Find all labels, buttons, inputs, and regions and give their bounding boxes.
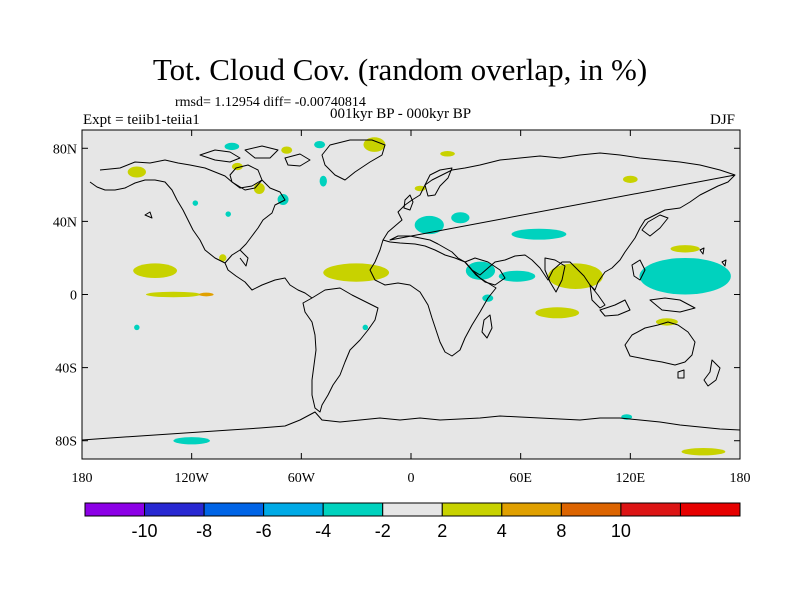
colorbar-swatch	[441, 502, 503, 517]
coast-madagascar	[481, 314, 493, 339]
coast-india	[544, 257, 566, 293]
coast-scandinavia	[424, 167, 453, 197]
coast-se-asia-islands	[589, 214, 696, 317]
x-tick-label: 60W	[288, 471, 316, 486]
period-label: 001kyr BP - 000kyr BP	[330, 106, 472, 122]
colorbar-swatch	[203, 502, 265, 517]
x-tick-label: 120E	[616, 471, 646, 486]
x-tick-label: 180	[72, 471, 93, 486]
anomaly-patch	[535, 307, 580, 319]
coast-eurasia	[382, 152, 736, 291]
anomaly-patch	[323, 263, 390, 282]
anomaly-patch	[511, 228, 567, 240]
anomaly-patch	[314, 140, 326, 149]
y-tick-label: 80S	[55, 435, 77, 450]
y-tick-label: 0	[70, 289, 77, 304]
x-tick-label: 180	[730, 471, 751, 486]
colorbar-label: -2	[375, 521, 391, 541]
colorbar-swatch	[84, 502, 146, 517]
anomaly-patch	[281, 146, 293, 154]
y-tick-label: 80N	[53, 142, 77, 157]
anomaly-patch	[498, 270, 536, 282]
colorbar: -10 -8 -6 -4 -2 2 4 8 10	[84, 502, 741, 541]
colorbar-swatch	[322, 502, 384, 517]
coast-africa	[369, 239, 497, 357]
anomaly-patch	[465, 261, 496, 280]
colorbar-label: -8	[196, 521, 212, 541]
anomaly-patch	[198, 292, 214, 297]
colorbar-swatch	[263, 502, 324, 517]
colorbar-swatch	[501, 502, 562, 517]
anomaly-patch	[319, 175, 327, 187]
anomaly-patch	[440, 151, 455, 157]
anomaly-patch	[623, 175, 638, 184]
anomaly-patch	[670, 245, 700, 253]
coastlines	[82, 139, 740, 441]
coast-north-america	[89, 159, 313, 299]
anomaly-patch	[133, 263, 178, 279]
x-tick-label: 60E	[509, 471, 532, 486]
colorbar-label: -6	[256, 521, 272, 541]
chart-title: Tot. Cloud Cov. (random overlap, in %)	[152, 52, 648, 87]
y-tick-label: 40S	[55, 362, 77, 377]
anomaly-patch	[192, 200, 199, 206]
coast-hudson-bay	[229, 164, 263, 191]
x-tick-label: 120W	[175, 471, 210, 486]
coast-new-zealand	[703, 359, 721, 387]
anomaly-patch	[134, 324, 140, 331]
anomaly-patch	[253, 183, 265, 194]
colorbar-swatch	[144, 502, 205, 517]
x-tick-label: 0	[408, 471, 415, 486]
coast-australia	[624, 321, 696, 379]
anomaly-layer	[127, 137, 731, 456]
experiment-label: Expt = teiib1-teiia1	[83, 112, 200, 128]
y-tick-label: 40N	[53, 215, 77, 230]
colorbar-label: 2	[437, 521, 447, 541]
coast-british-isles	[403, 194, 414, 211]
coast-greenland	[321, 139, 386, 181]
anomaly-patch	[414, 215, 444, 235]
colorbar-label: -10	[132, 521, 158, 541]
anomaly-patch	[224, 142, 240, 151]
colorbar-swatch	[679, 502, 741, 517]
anomaly-patch	[548, 263, 603, 290]
coast-antarctica	[82, 411, 740, 441]
anomaly-patch	[145, 291, 201, 298]
coast-small-islands	[144, 211, 727, 267]
anomaly-patch	[681, 448, 726, 456]
anomaly-patch	[231, 162, 243, 171]
colorbar-swatch	[620, 502, 681, 517]
anomaly-patch	[173, 437, 210, 445]
anomaly-patch	[219, 254, 227, 262]
colorbar-label: 4	[497, 521, 507, 541]
anomaly-patch	[225, 211, 231, 217]
colorbar-label: 8	[556, 521, 566, 541]
season-label: DJF	[710, 112, 736, 128]
anomaly-patch	[639, 257, 731, 295]
coast-arabia	[464, 257, 506, 286]
colorbar-swatch	[560, 502, 622, 517]
anomaly-patch	[362, 324, 369, 331]
stats-text: rmsd= 1.12954 diff= -0.00740814	[175, 95, 366, 110]
colorbar-label: -4	[315, 521, 331, 541]
colorbar-swatch	[382, 502, 443, 517]
anomaly-patch	[127, 166, 146, 178]
anomaly-patch	[451, 212, 470, 224]
anomaly-patch	[363, 137, 386, 152]
coast-arctic-islands	[199, 145, 311, 167]
axis-ticks: 180 120W 60W 0 60E 120E 180 80N 40N 0 40S 80S	[53, 130, 751, 486]
coast-south-america	[302, 287, 379, 413]
colorbar-label: 10	[611, 521, 631, 541]
